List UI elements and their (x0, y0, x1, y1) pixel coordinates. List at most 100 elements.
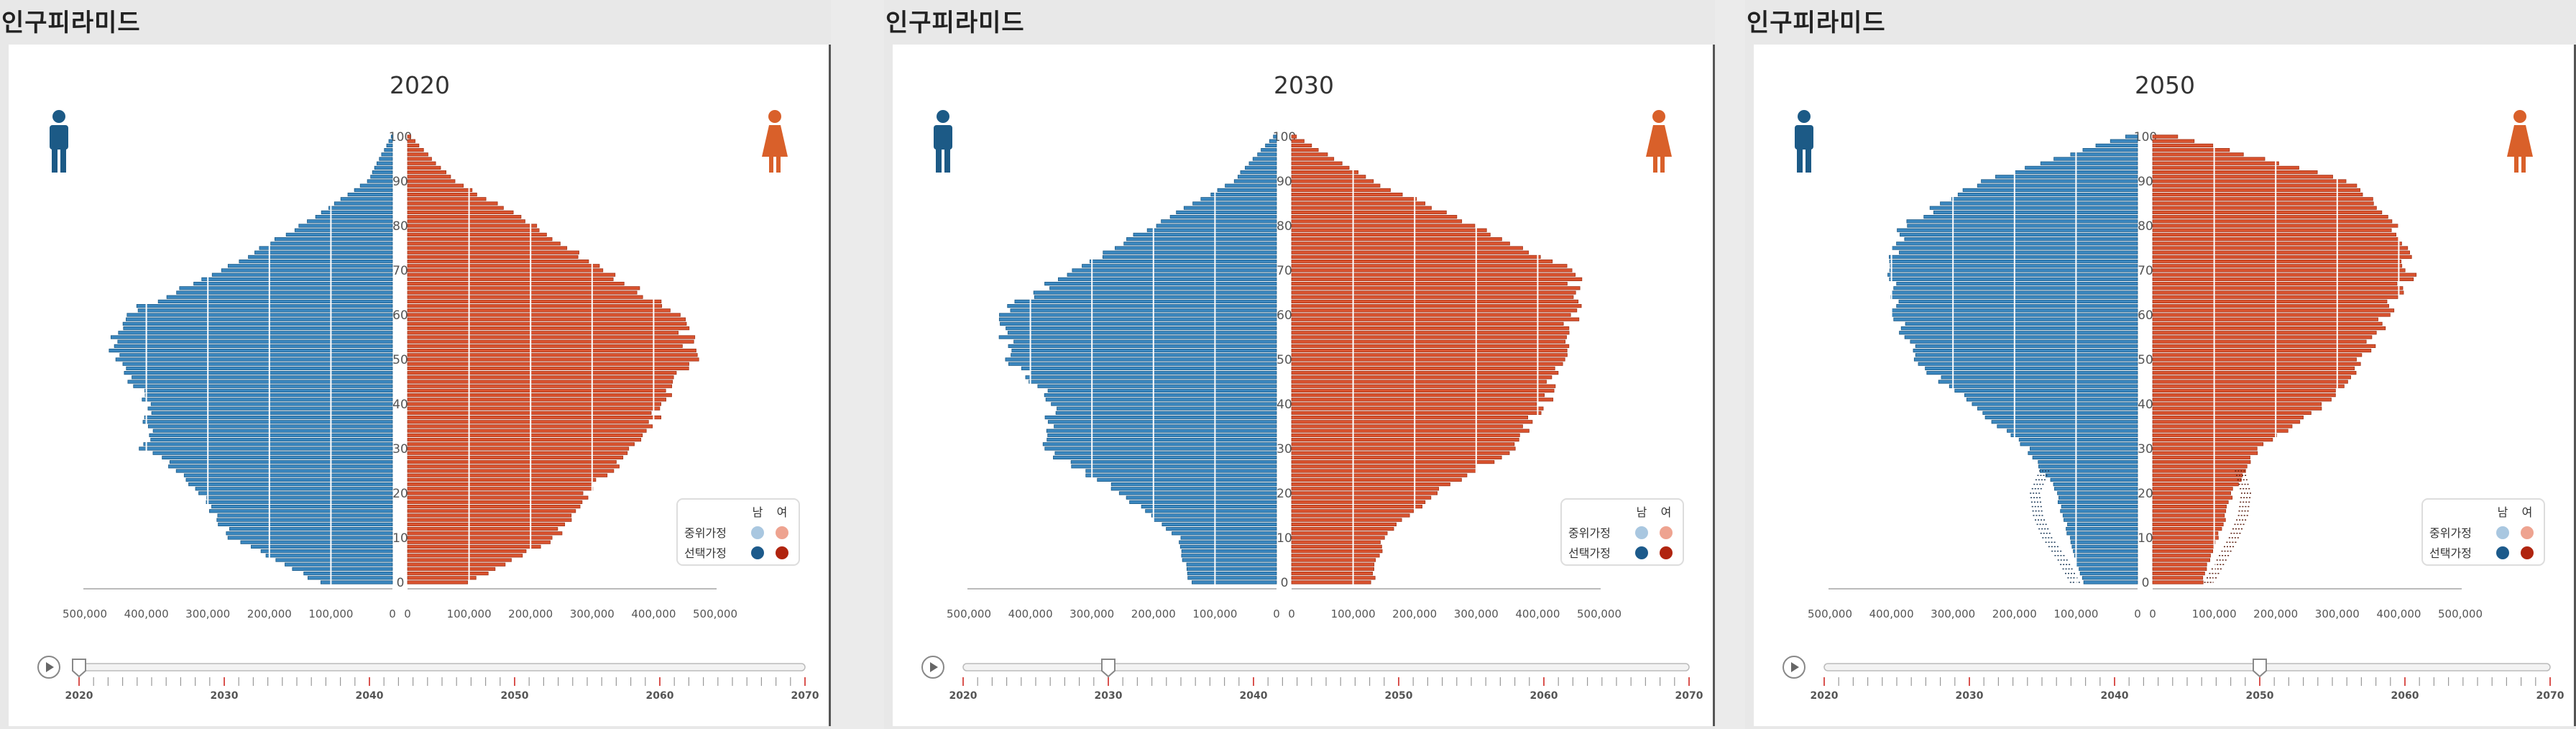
female-bar (2152, 459, 2251, 464)
age-tick-label: 0 (2142, 576, 2150, 590)
male-bar (211, 272, 393, 277)
female-bar (1291, 277, 1583, 282)
female-bar (407, 183, 464, 188)
female-bar (2152, 451, 2258, 455)
female-bar (2152, 366, 2355, 371)
female-bar (407, 558, 512, 562)
female-bar (2152, 170, 2318, 175)
female-bar (1291, 487, 1440, 491)
female-bar (1291, 183, 1381, 188)
male-bar (1217, 188, 1277, 193)
male-bar (1118, 491, 1277, 495)
male-bar (254, 250, 393, 255)
female-bar (2152, 277, 2414, 282)
age-tick-label: 30 (2138, 442, 2153, 457)
male-bar (1013, 339, 1277, 344)
timeline-track[interactable] (78, 663, 806, 671)
male-bar (1021, 366, 1277, 371)
timeline-year-label: 2060 (1530, 690, 1558, 702)
female-bar (2152, 513, 2225, 518)
male-bar (2007, 428, 2138, 433)
male-bar (2010, 433, 2138, 438)
male-bar (162, 455, 393, 460)
female-bar (2152, 192, 2363, 197)
male-bar (126, 366, 393, 371)
female-bar (407, 495, 589, 500)
play-icon[interactable] (1782, 656, 1806, 679)
timeline-handle[interactable] (72, 659, 86, 678)
female-person-icon (2507, 110, 2533, 173)
female-bar (2152, 402, 2322, 406)
female-bar (407, 152, 428, 157)
female-bar (407, 531, 563, 536)
male-bar (1102, 255, 1277, 260)
male-bar (1248, 161, 1277, 165)
female-bar (2152, 143, 2214, 148)
male-x-tick-label: 200,000 (247, 608, 292, 620)
female-bar (2152, 206, 2377, 210)
timeline-handle[interactable] (2253, 659, 2267, 678)
female-bar (407, 179, 456, 183)
female-bar (407, 580, 469, 584)
male-bar (315, 214, 393, 219)
male-bar (2079, 571, 2138, 576)
age-tick-label: 90 (392, 175, 408, 189)
male-x-tick-label: 500,000 (947, 608, 991, 620)
male-bar (2082, 576, 2138, 580)
female-bar (2152, 384, 2345, 388)
male-x-tick-label: 100,000 (1192, 608, 1237, 620)
female-bar (2152, 134, 2179, 139)
male-bar (1245, 165, 1277, 170)
male-bar (1089, 259, 1277, 264)
timeline-track[interactable] (962, 663, 1690, 671)
male-x-tick-label: 0 (389, 608, 396, 620)
male-bar (133, 384, 393, 388)
legend-selected-male-dot (1635, 546, 1648, 559)
female-bar (2152, 255, 2412, 260)
female-bar (407, 303, 663, 308)
female-bar (1291, 366, 1555, 371)
male-bar (206, 500, 393, 505)
play-icon[interactable] (37, 656, 60, 679)
male-bar (1951, 197, 2138, 201)
male-bar (1014, 299, 1277, 304)
male-bar (1006, 326, 1277, 331)
male-bar (198, 491, 393, 495)
timeline-year-label: 2070 (791, 690, 819, 702)
female-bar (407, 402, 661, 406)
female-bar (2152, 562, 2207, 567)
female-bar (1291, 161, 1343, 165)
female-bar (407, 214, 522, 219)
female-bar (2152, 290, 2404, 295)
male-bar (265, 554, 393, 558)
timeline-year-label: 2020 (1811, 690, 1839, 702)
male-bar (388, 139, 393, 143)
male-bar (152, 428, 393, 433)
legend-median-label: 중위가정 (2429, 526, 2472, 540)
female-bar (407, 433, 643, 438)
male-bar (216, 518, 393, 522)
play-icon[interactable] (921, 656, 944, 679)
panel-title: 인구피라미드 (1, 9, 141, 37)
female-bar (1291, 526, 1394, 531)
male-bar (1893, 286, 2138, 290)
legend-median-female-dot (1660, 526, 1673, 539)
female-bar (1291, 469, 1477, 473)
female-bar (407, 290, 638, 295)
male-bar (1176, 210, 1277, 215)
age-tick-label: 10 (2138, 531, 2153, 546)
male-bar (354, 188, 393, 193)
age-tick-label: 100 (389, 130, 412, 145)
female-bar (407, 513, 572, 518)
timeline-track[interactable] (1823, 663, 2551, 671)
female-bar (1291, 357, 1565, 362)
female-bar (2152, 469, 2246, 473)
female-bar (407, 348, 696, 353)
male-bar (285, 232, 393, 237)
timeline-handle[interactable] (1101, 659, 1116, 678)
female-bar (2152, 406, 2322, 411)
male-bar (149, 433, 393, 438)
female-bar (407, 562, 506, 567)
female-bar (1291, 549, 1383, 554)
male-bar (1180, 536, 1277, 540)
